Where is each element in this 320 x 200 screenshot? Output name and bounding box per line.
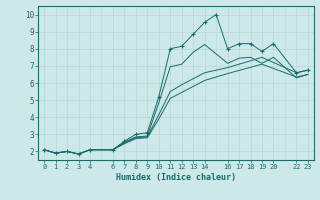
X-axis label: Humidex (Indice chaleur): Humidex (Indice chaleur) <box>116 173 236 182</box>
